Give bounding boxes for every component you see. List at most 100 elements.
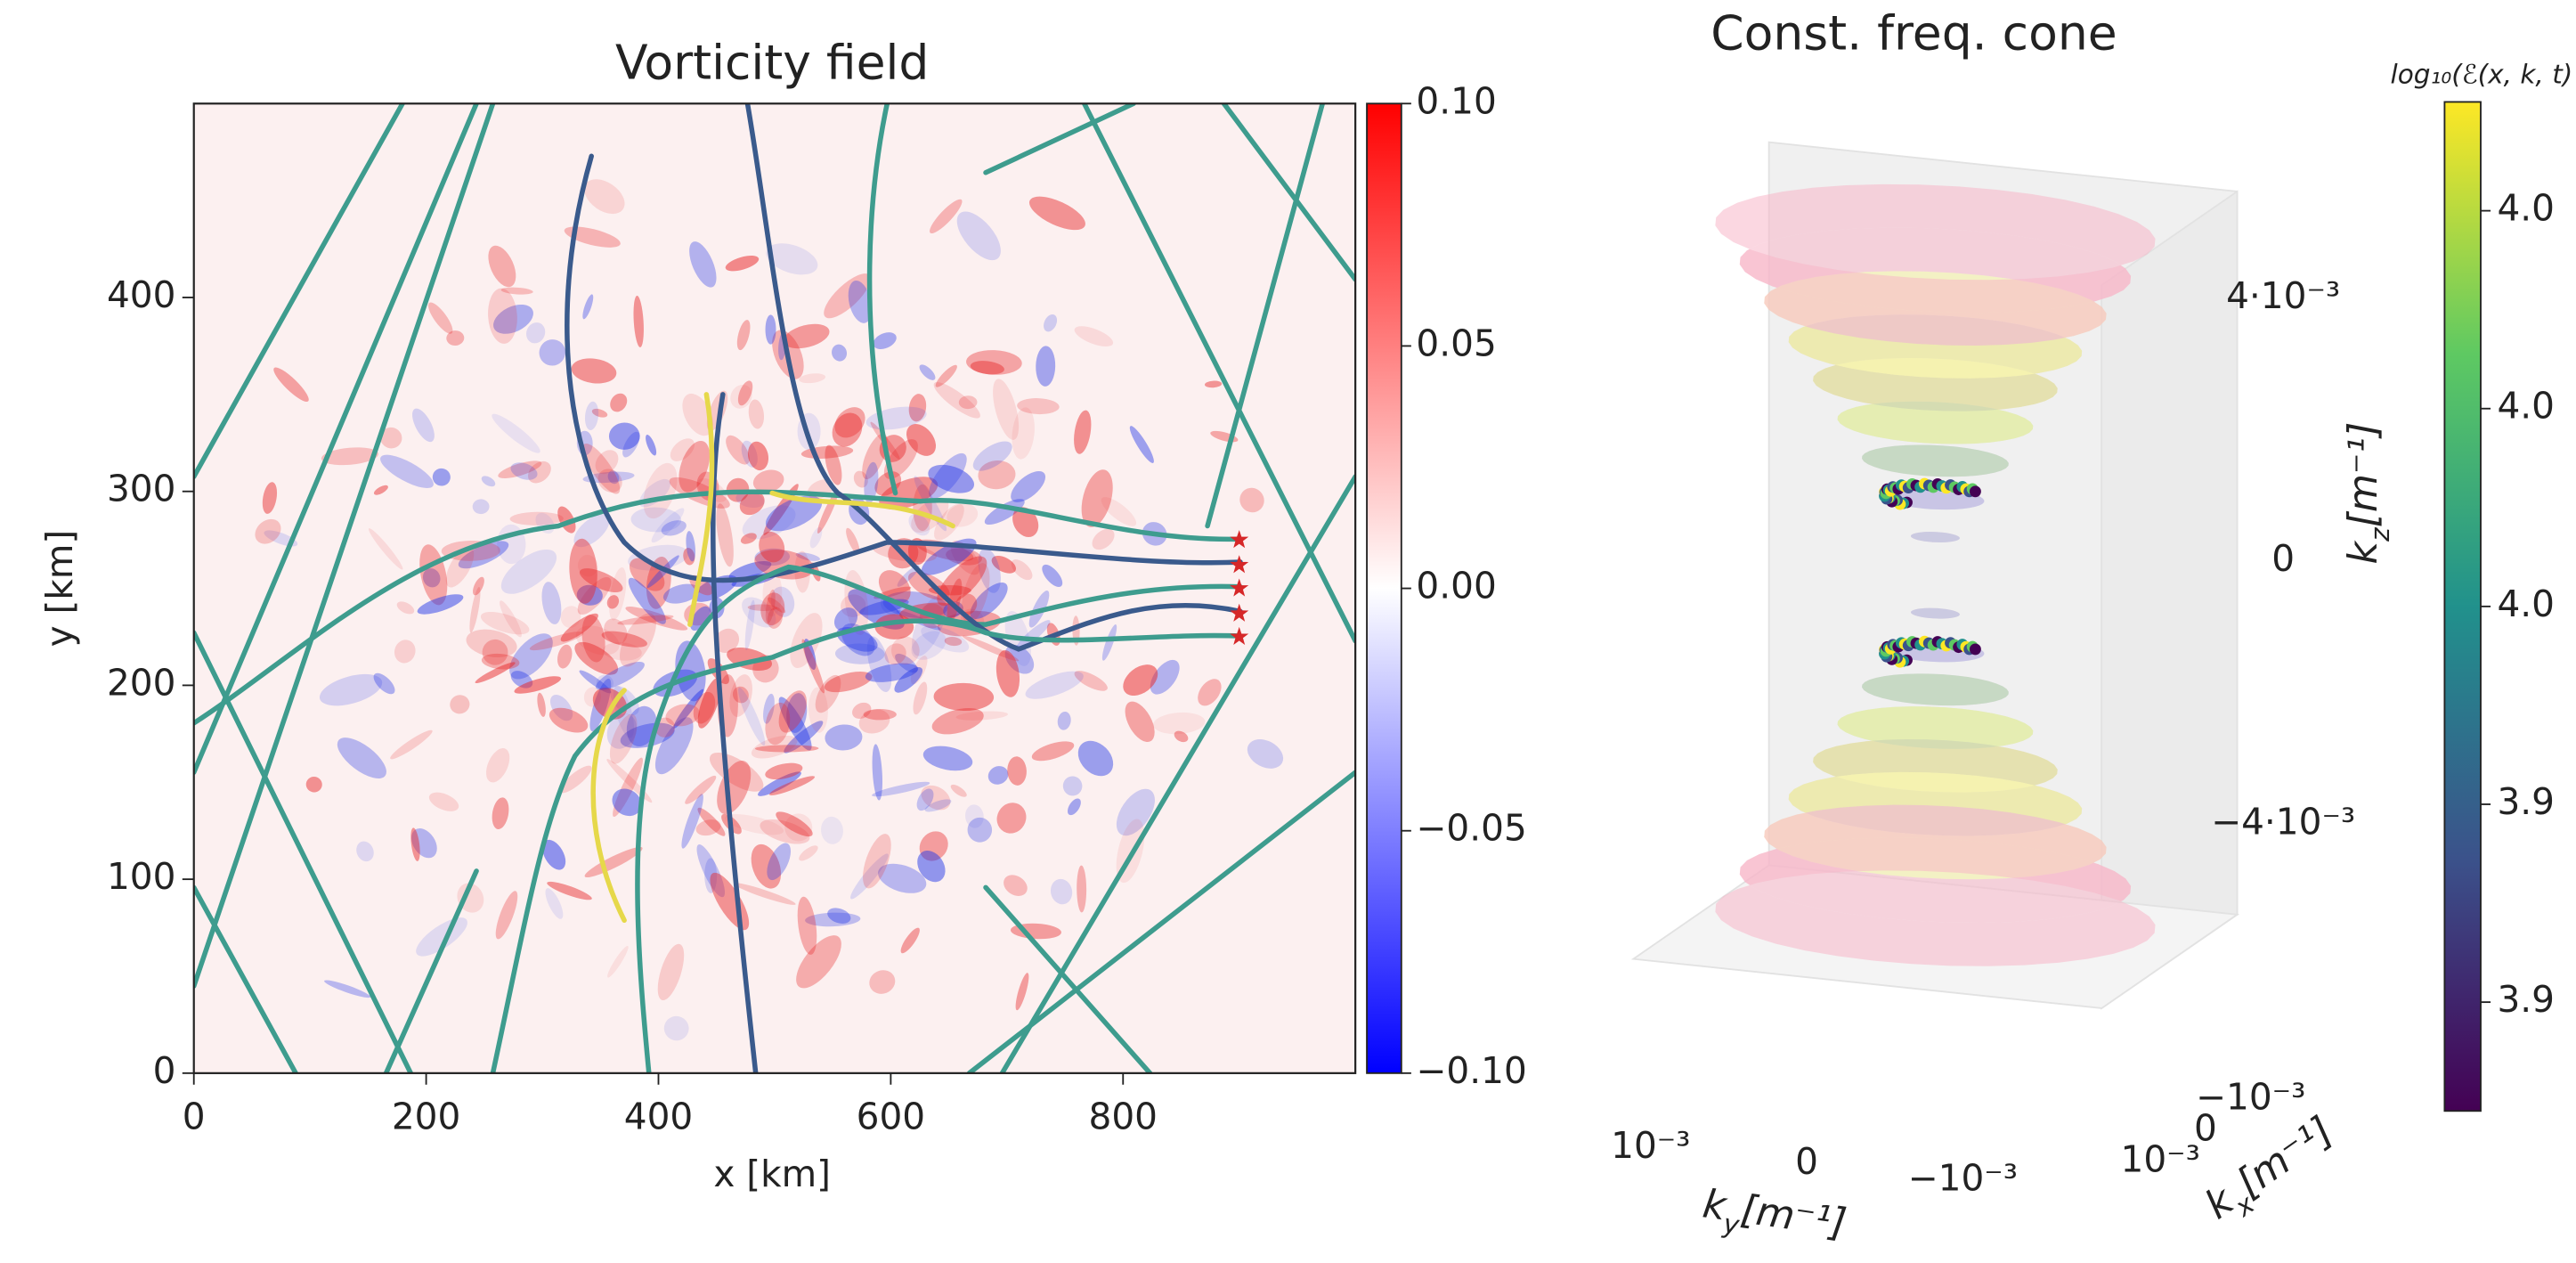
vorticity-blob — [492, 797, 509, 830]
colorbar — [1366, 102, 1402, 1074]
vorticity-blob — [913, 484, 932, 532]
vorticity-blob — [751, 735, 798, 759]
x-tick-label: 400 — [624, 1096, 693, 1138]
vorticity-blob — [475, 662, 516, 684]
vorticity-blob — [737, 380, 753, 406]
vorticity-blob — [432, 468, 451, 486]
kx-tick-label: 0 — [2194, 1106, 2217, 1149]
vorticity-blob — [472, 499, 490, 515]
vorticity-blob — [670, 438, 695, 461]
vorticity-blob — [661, 520, 687, 536]
cone-band — [1739, 227, 2132, 346]
kx-tick-label: 10⁻³ — [2121, 1137, 2200, 1180]
vorticity-blob — [686, 531, 696, 562]
vorticity-blob — [604, 618, 628, 645]
vorticity-blob — [685, 775, 717, 804]
vorticity-blob — [1129, 426, 1154, 463]
vorticity-blob — [500, 549, 557, 594]
vorticity-blob — [747, 441, 769, 471]
vorticity-blob — [1036, 346, 1056, 387]
source-marker — [1230, 578, 1249, 597]
vorticity-blob — [762, 571, 783, 617]
vorticity-blob — [1028, 196, 1085, 231]
vorticity-blob — [255, 518, 281, 544]
vorticity-blob — [908, 513, 930, 536]
vorticity-blob — [778, 690, 807, 733]
vorticity-blob — [878, 863, 927, 893]
vorticity-blob — [582, 444, 621, 494]
vorticity-blob — [390, 729, 433, 760]
vorticity-blob — [500, 287, 533, 295]
vorticity-blob — [729, 674, 752, 717]
vorticity-blob — [765, 762, 803, 780]
vorticity-blob — [481, 653, 520, 670]
vorticity-blob — [557, 644, 573, 669]
vorticity-blob — [305, 776, 322, 793]
vorticity-blob — [537, 692, 546, 717]
vorticity-blob — [609, 566, 627, 621]
vorticity-blob — [1067, 798, 1081, 816]
x-axis-label: x [km] — [713, 1153, 831, 1195]
colorbar-tick-label: 3.9 — [2497, 978, 2555, 1021]
vorticity-blob — [815, 674, 841, 713]
vorticity-blob — [786, 693, 808, 733]
vorticity-blob — [962, 563, 990, 623]
vorticity-blob — [596, 661, 645, 690]
vorticity-blob — [1031, 741, 1075, 762]
vorticity-blob — [1198, 679, 1222, 706]
rays — [193, 103, 1356, 1073]
vorticity-blob — [610, 393, 628, 412]
vorticity-blob — [690, 606, 711, 632]
vorticity-blob — [697, 677, 722, 729]
vorticity-blob — [1004, 875, 1028, 896]
vorticity-blob — [695, 819, 721, 836]
vorticity-blob — [913, 681, 928, 715]
vorticity-blob — [769, 776, 816, 795]
ky-label: ky[m⁻¹] — [1699, 1181, 1849, 1254]
vorticity-blob — [620, 722, 675, 748]
vorticity-blob — [1125, 701, 1155, 743]
kz-tick-label: −4·10⁻³ — [2211, 800, 2355, 843]
kz-tick-label: 4·10⁻³ — [2226, 274, 2340, 317]
vorticity-blob — [416, 917, 467, 957]
vorticity-blob — [584, 401, 599, 430]
vorticity-blob — [1092, 528, 1115, 550]
vorticity-panel: Vorticity field x [km] y [km] — [38, 34, 1402, 1195]
vorticity-blob — [509, 511, 564, 526]
vorticity-blob — [794, 550, 810, 593]
vorticity-blob — [1012, 507, 1039, 538]
vorticity-blob — [602, 642, 642, 661]
colorbar-tick-label: 0.10 — [1416, 79, 1496, 122]
vorticity-blob — [967, 817, 993, 843]
vorticity-blob — [824, 672, 873, 693]
vorticity-blob — [943, 601, 963, 618]
vorticity-blob — [891, 636, 920, 665]
vorticity-blob — [882, 591, 948, 619]
vorticity-blob — [978, 460, 1016, 490]
vorticity-blob — [626, 705, 657, 746]
vorticity-blob — [754, 745, 819, 753]
cone-band — [1715, 183, 2156, 314]
vorticity-blob — [356, 841, 374, 862]
vorticity-blob — [966, 350, 1022, 375]
label-base: k — [2341, 540, 2386, 565]
vorticity-blob — [609, 713, 638, 764]
vorticity-blob — [978, 548, 1001, 593]
vorticity-blob — [411, 828, 437, 859]
vorticity-blob — [911, 631, 947, 660]
vorticity-blob — [929, 452, 967, 499]
vorticity-blob — [262, 482, 278, 514]
vorticity-blob — [469, 587, 481, 633]
vorticity-blob — [883, 439, 918, 479]
ray-point — [1969, 485, 1981, 498]
vorticity-blob — [801, 639, 825, 694]
vorticity-blob — [607, 470, 620, 485]
vorticity-blob — [693, 691, 716, 724]
vorticity-blob — [1153, 712, 1206, 735]
kz-label: kz[m⁻¹] — [2341, 422, 2395, 565]
vorticity-blob — [947, 578, 963, 623]
vorticity-blob — [732, 686, 749, 704]
y-tick-label: 300 — [107, 468, 175, 510]
cone-band — [1739, 804, 2132, 923]
vorticity-blob — [956, 211, 1001, 261]
